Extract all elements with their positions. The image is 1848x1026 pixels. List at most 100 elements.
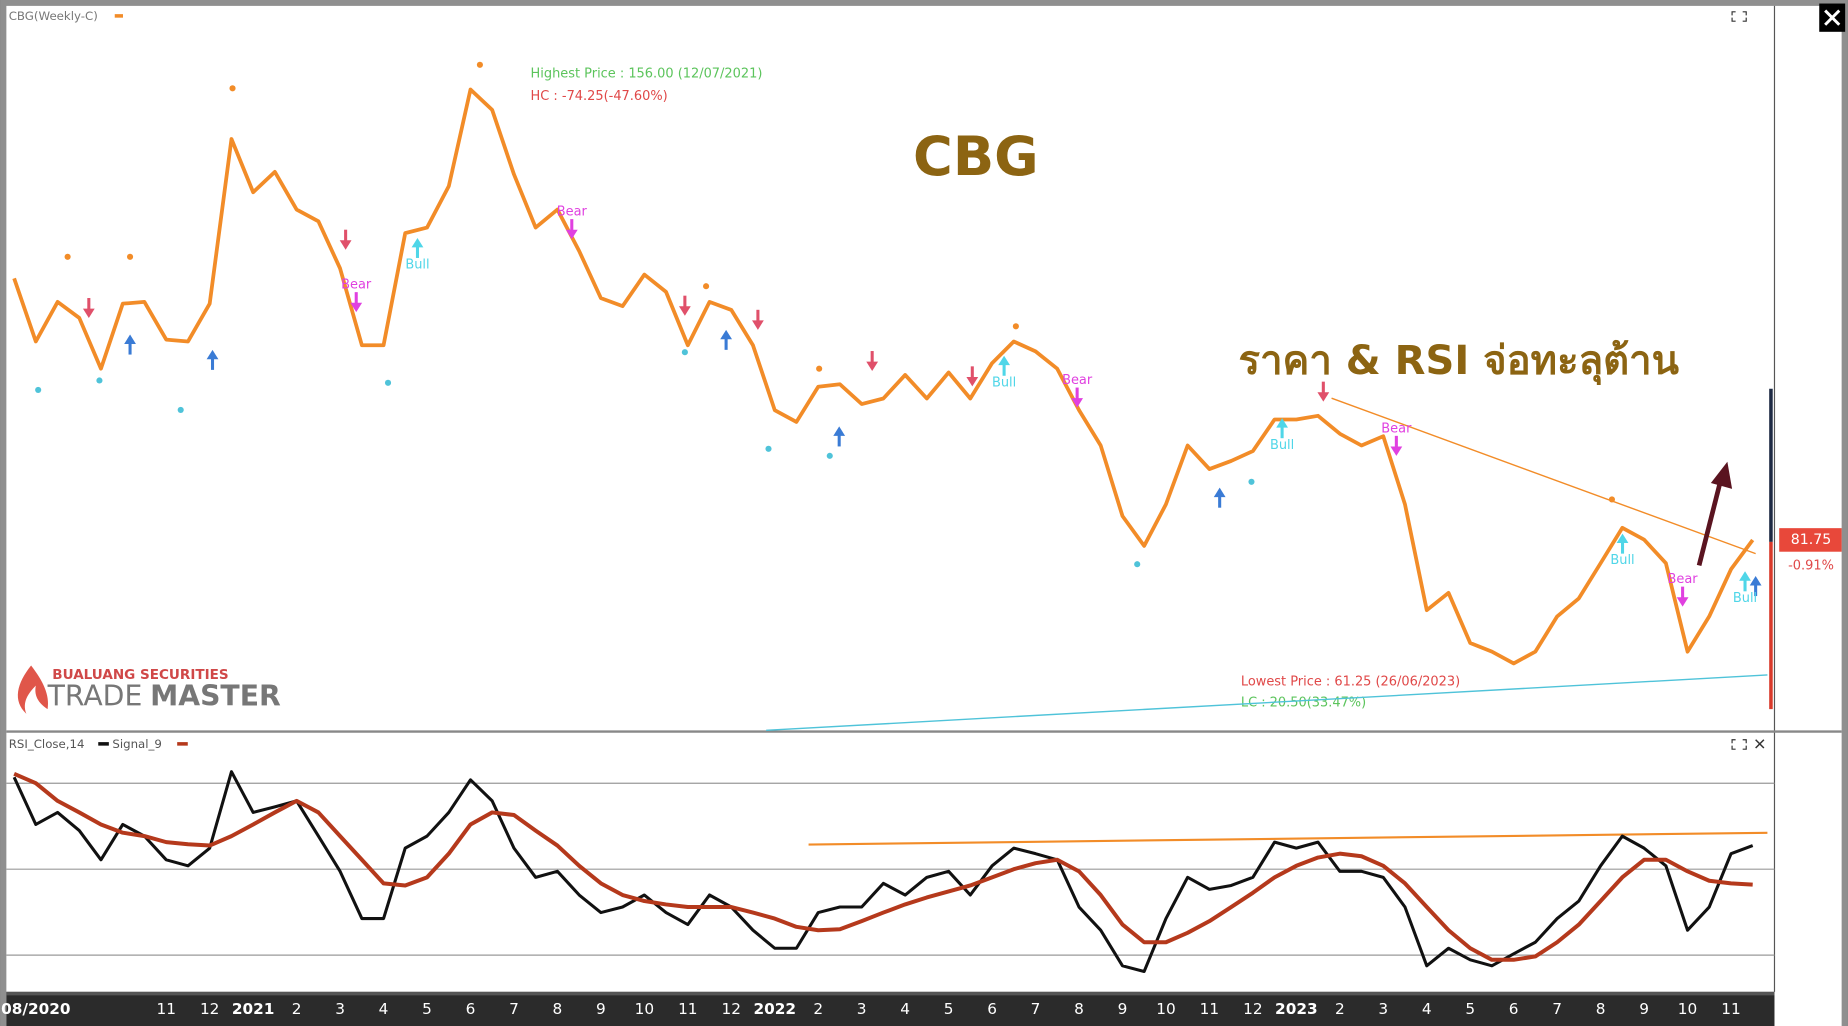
x-tick-label: 4 [379, 1000, 389, 1018]
signal-arrowhead [966, 376, 979, 387]
signal-arrowhead [1276, 418, 1288, 428]
signal-arrowhead [678, 306, 691, 316]
x-tick-label: 3 [335, 1000, 345, 1018]
change-label: -0.91% [1788, 558, 1834, 573]
logo-icon [17, 665, 49, 714]
x-tick-label: 11 [156, 1000, 175, 1018]
resistance-line [1331, 397, 1756, 555]
signal-label: Bear [1668, 572, 1699, 587]
signal-arrowhead [411, 237, 424, 248]
pivot-dot [96, 377, 103, 384]
signal-label: Bull [1270, 438, 1294, 453]
signal-arrowhead [1317, 392, 1330, 402]
pivot-dot [476, 61, 483, 68]
signal-label: Bull [1610, 553, 1634, 568]
signal-arrowhead [350, 302, 363, 313]
x-tick-label: 5 [1465, 1000, 1475, 1018]
title-swatch [114, 14, 123, 18]
signal-arrowhead [82, 308, 95, 319]
x-tick-label: 2 [813, 1000, 823, 1018]
signal-arrowhead [339, 240, 352, 250]
x-tick-label: 7 [1552, 1000, 1562, 1018]
x-tick-label: 9 [596, 1000, 606, 1018]
annotation: Lowest Price : 61.25 (26/06/2023) [1241, 675, 1460, 690]
x-tick-label: 11 [1200, 1000, 1219, 1018]
signal-arrowhead [1676, 597, 1689, 607]
logo-company: BUALUANG SECURITIES [52, 667, 228, 683]
x-tick-label: 8 [1596, 1000, 1606, 1018]
window-body [6, 5, 1842, 1026]
x-tick-label: 2022 [753, 1000, 796, 1018]
signal-label: Bull [992, 375, 1016, 390]
pivot-dot [816, 365, 823, 372]
pivot-dot [64, 253, 71, 260]
chart-title: CBG(Weekly-C) [9, 9, 98, 23]
x-tick-label: 2023 [1275, 1000, 1318, 1018]
x-tick-label: 5 [422, 1000, 432, 1018]
signal-arrowhead [1071, 398, 1084, 408]
annotation: HC : -74.25(-47.60%) [531, 89, 668, 104]
signal-label: Bear [1062, 373, 1093, 388]
x-tick-label: 9 [1639, 1000, 1649, 1018]
x-axis-edge [6, 991, 1775, 996]
pane-close-icon[interactable] [1755, 739, 1765, 749]
signal-label: Bear [1381, 421, 1412, 436]
pivot-dot [177, 406, 184, 413]
x-tick-label: 4 [900, 1000, 910, 1018]
pivot-dot [826, 452, 833, 459]
signal-arrowhead [720, 329, 732, 340]
legend-swatch [177, 742, 188, 746]
x-tick-label: 3 [857, 1000, 867, 1018]
annotation: Highest Price : 156.00 (12/07/2021) [531, 67, 763, 82]
signal-label: Bull [405, 258, 429, 273]
signal-arrowhead [1739, 571, 1751, 581]
x-tick-label: 12 [200, 1000, 219, 1018]
callout: ราคา & RSI จ่อทะลุต้าน [1239, 338, 1680, 386]
legend-label: RSI_Close,14 [9, 737, 85, 751]
breakout-arrow [1696, 476, 1724, 566]
x-tick-label: 9 [1118, 1000, 1128, 1018]
signal-arrowhead [1213, 487, 1226, 498]
signal-label: Bull [1733, 591, 1757, 606]
signal-arrowhead [1749, 576, 1762, 586]
pivot-dot [1248, 478, 1255, 485]
x-tick-label: 6 [466, 1000, 476, 1018]
signal-line [13, 771, 1753, 962]
x-tick-label: 8 [1074, 1000, 1084, 1018]
pivot-dot [384, 379, 392, 386]
pivot-dot [1012, 323, 1019, 330]
x-tick-label: 2021 [232, 1000, 275, 1018]
close-icon [1824, 9, 1841, 26]
x-tick-label: 7 [509, 1000, 519, 1018]
expand-icon[interactable] [1731, 11, 1747, 22]
breakout-arrowhead [1710, 461, 1733, 489]
x-tick-label: 11 [1721, 1000, 1740, 1018]
legend-label: Signal_9 [112, 737, 162, 751]
x-tick-label: 08/2020 [1, 1000, 70, 1018]
heading: CBG [913, 125, 1039, 188]
pivot-dot [703, 283, 710, 290]
price-line [12, 87, 1755, 666]
x-tick-label: 2 [1335, 1000, 1345, 1018]
x-tick-label: 10 [635, 1000, 654, 1018]
signal-arrowhead [833, 426, 846, 436]
pivot-dot [1134, 561, 1141, 568]
x-tick-label: 12 [722, 1000, 741, 1018]
signal-arrowhead [565, 229, 578, 240]
pivot-dot [126, 253, 134, 260]
x-tick-label: 4 [1422, 1000, 1432, 1018]
signal-arrowhead [1390, 446, 1403, 456]
pivot-dot [229, 85, 236, 92]
pivot-dot [765, 445, 772, 452]
logo-brand-bold: MASTER [150, 679, 281, 712]
signal-label: Bear [557, 205, 588, 220]
last-price-label: 81.75 [1791, 532, 1831, 548]
pivot-dot [35, 386, 42, 393]
x-tick-label: 6 [1509, 1000, 1519, 1018]
x-tick-label: 3 [1378, 1000, 1388, 1018]
signal-arrowhead [752, 320, 764, 330]
x-tick-label: 12 [1243, 1000, 1262, 1018]
signal-label: Bear [341, 278, 372, 293]
expand-icon[interactable] [1731, 739, 1747, 750]
pivot-dot [681, 349, 688, 356]
